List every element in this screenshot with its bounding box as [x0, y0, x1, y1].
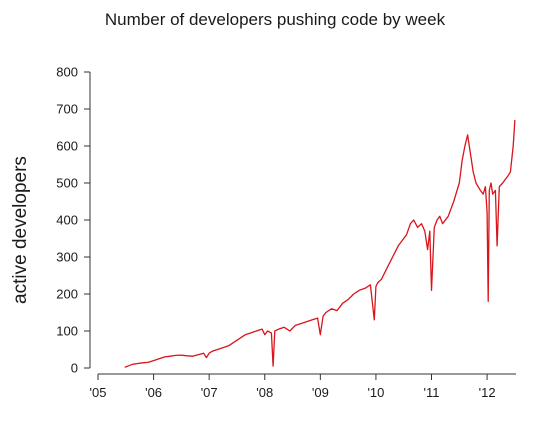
y-axis-label: active developers: [10, 156, 31, 304]
y-tick-label: 700: [56, 102, 78, 117]
y-tick-label: 200: [56, 287, 78, 302]
chart-title: Number of developers pushing code by wee…: [105, 10, 446, 29]
x-tick-label: '08: [256, 385, 273, 400]
y-tick-label: 300: [56, 250, 78, 265]
x-tick-label: '06: [145, 385, 162, 400]
x-tick-label: '05: [90, 385, 107, 400]
x-ticks: '05 '06 '07 '08 '09 '10 '11 '12: [90, 374, 496, 400]
y-tick-label: 0: [71, 361, 78, 376]
y-tick-label: 100: [56, 324, 78, 339]
y-tick-label: 600: [56, 139, 78, 154]
x-tick-label: '07: [201, 385, 218, 400]
x-tick-label: '11: [424, 385, 440, 400]
series-line-0: [124, 120, 516, 368]
plot-area: [124, 120, 516, 368]
y-tick-label: 400: [56, 213, 78, 228]
x-tick-label: '12: [479, 385, 496, 400]
y-tick-label: 500: [56, 176, 78, 191]
x-tick-label: '10: [367, 385, 384, 400]
y-ticks: 0 100 200 300 400 500 600 700 800: [56, 65, 90, 376]
y-tick-label: 800: [56, 65, 78, 80]
x-tick-label: '09: [312, 385, 329, 400]
